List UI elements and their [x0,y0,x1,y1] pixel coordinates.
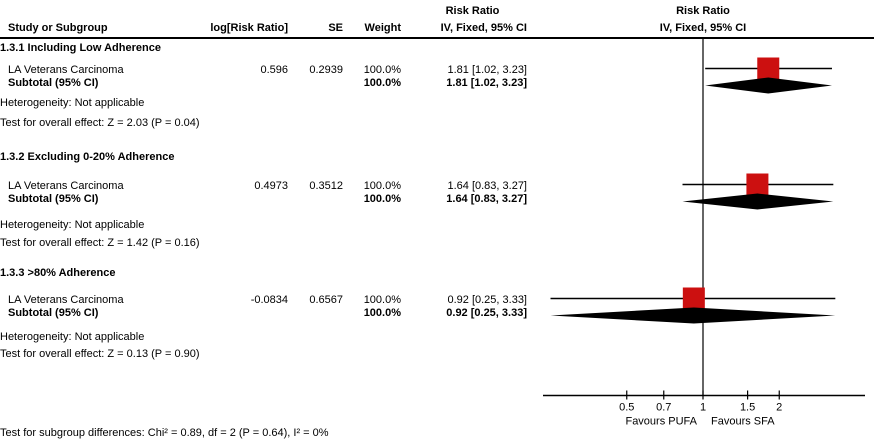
subtotal-weight: 100.0% [363,77,401,89]
study-name: LA Veterans Carcinoma [8,180,124,192]
study-weight: 100.0% [363,180,401,192]
study-row: LA Veterans Carcinoma 0.4973 0.3512 100.… [0,180,874,193]
axis-tick-label: 2 [776,402,782,414]
heterogeneity-note: Heterogeneity: Not applicable [0,97,145,109]
study-log-rr: -0.0834 [250,294,288,306]
subtotal-ci-text: 1.81 [1.02, 3.23] [446,77,527,89]
overall-effect-note: Test for overall effect: Z = 0.13 (P = 0… [0,348,200,360]
column-header-se: SE [328,22,343,34]
column-header-log-risk-ratio: log[Risk Ratio] [210,22,288,34]
study-se: 0.2939 [309,64,343,76]
favours-left-label: Favours PUFA [625,416,697,428]
study-log-rr: 0.596 [260,64,288,76]
subtotal-row: Subtotal (95% CI) 100.0% 1.81 [1.02, 3.2… [0,77,874,90]
study-ci-text: 1.81 [1.02, 3.23] [447,64,527,76]
subtotal-weight: 100.0% [363,193,401,205]
subtotal-label: Subtotal (95% CI) [8,307,99,319]
subtotal-row: Subtotal (95% CI) 100.0% 0.92 [0.25, 3.3… [0,307,874,320]
heterogeneity-note: Heterogeneity: Not applicable [0,331,145,343]
study-row: LA Veterans Carcinoma -0.0834 0.6567 100… [0,294,874,307]
column-header-study: Study or Subgroup [8,22,108,34]
subgroup-heading: 1.3.2 Excluding 0-20% Adherence [0,151,175,163]
subgroup-heading: 1.3.1 Including Low Adherence [0,42,161,54]
study-row: LA Veterans Carcinoma 0.596 0.2939 100.0… [0,64,874,77]
axis-tick-label: 1.5 [740,402,755,414]
axis-tick-label: 0.5 [619,402,634,414]
study-se: 0.3512 [309,180,343,192]
favours-right-label: Favours SFA [711,416,775,428]
overall-effect-note: Test for overall effect: Z = 2.03 (P = 0… [0,117,200,129]
study-name: LA Veterans Carcinoma [8,64,124,76]
axis-tick-label: 0.7 [656,402,671,414]
subtotal-ci-text: 1.64 [0.83, 3.27] [446,193,527,205]
study-ci-text: 0.92 [0.25, 3.33] [447,294,527,306]
study-log-rr: 0.4973 [254,180,288,192]
subtotal-label: Subtotal (95% CI) [8,77,99,89]
effect-text-column-title: Risk Ratio [445,5,500,17]
study-weight: 100.0% [363,64,401,76]
subtotal-row: Subtotal (95% CI) 100.0% 1.64 [0.83, 3.2… [0,193,874,206]
subtotal-label: Subtotal (95% CI) [8,193,99,205]
subgroup-differences-note: Test for subgroup differences: Chi² = 0.… [0,427,329,439]
subgroup-heading: 1.3.3 >80% Adherence [0,267,116,279]
subtotal-weight: 100.0% [363,307,401,319]
overall-effect-note: Test for overall effect: Z = 1.42 (P = 0… [0,237,200,249]
effect-plot-column-title: Risk Ratio [676,5,730,17]
study-se: 0.6567 [309,294,343,306]
column-header-weight: Weight [364,22,401,34]
column-header-effect-ci: IV, Fixed, 95% CI [440,22,527,34]
study-ci-text: 1.64 [0.83, 3.27] [447,180,527,192]
effect-plot-column-subtitle: IV, Fixed, 95% CI [659,22,747,34]
study-weight: 100.0% [363,294,401,306]
column-header-row: Study or Subgroup log[Risk Ratio] SE Wei… [0,22,874,35]
heterogeneity-note: Heterogeneity: Not applicable [0,219,145,231]
subtotal-ci-text: 0.92 [0.25, 3.33] [446,307,527,319]
study-name: LA Veterans Carcinoma [8,294,124,306]
axis-tick-label: 1 [700,402,706,414]
